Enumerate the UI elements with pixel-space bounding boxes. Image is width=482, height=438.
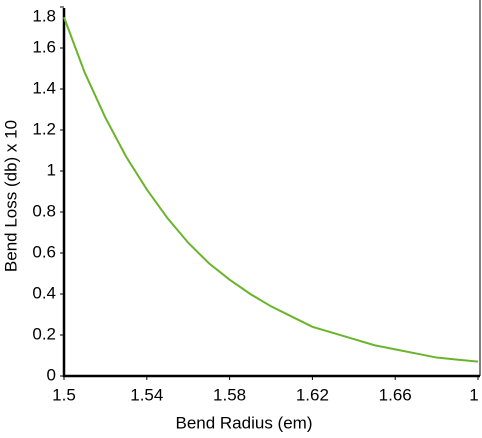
y-tick-label: 0.8 xyxy=(32,201,56,220)
y-axis-label: Bend Loss (db) x 10 xyxy=(1,120,20,272)
x-tick-label: 1.62 xyxy=(296,385,329,404)
x-tick-label: 1.66 xyxy=(379,385,412,404)
x-axis-label: Bend Radius (em) xyxy=(175,413,312,432)
y-tick-label: 1.4 xyxy=(32,78,56,97)
y-tick-label: 1.6 xyxy=(32,37,56,56)
x-tick-label: 1.54 xyxy=(130,385,163,404)
y-tick-label: 0 xyxy=(47,365,56,384)
y-tick-label: 0.4 xyxy=(32,283,56,302)
x-tick-label: 1.58 xyxy=(213,385,246,404)
x-tick-label: 1.5 xyxy=(52,385,76,404)
data-line xyxy=(63,16,479,363)
x-tick-label: 1 xyxy=(469,385,478,404)
y-tick-label: 1.2 xyxy=(32,119,56,138)
y-tick-label: 0.6 xyxy=(32,242,56,261)
y-tick-label: 0.2 xyxy=(32,324,56,343)
y-tick-label: 1.8 xyxy=(32,6,56,25)
y-tick-label: 1 xyxy=(47,160,56,179)
